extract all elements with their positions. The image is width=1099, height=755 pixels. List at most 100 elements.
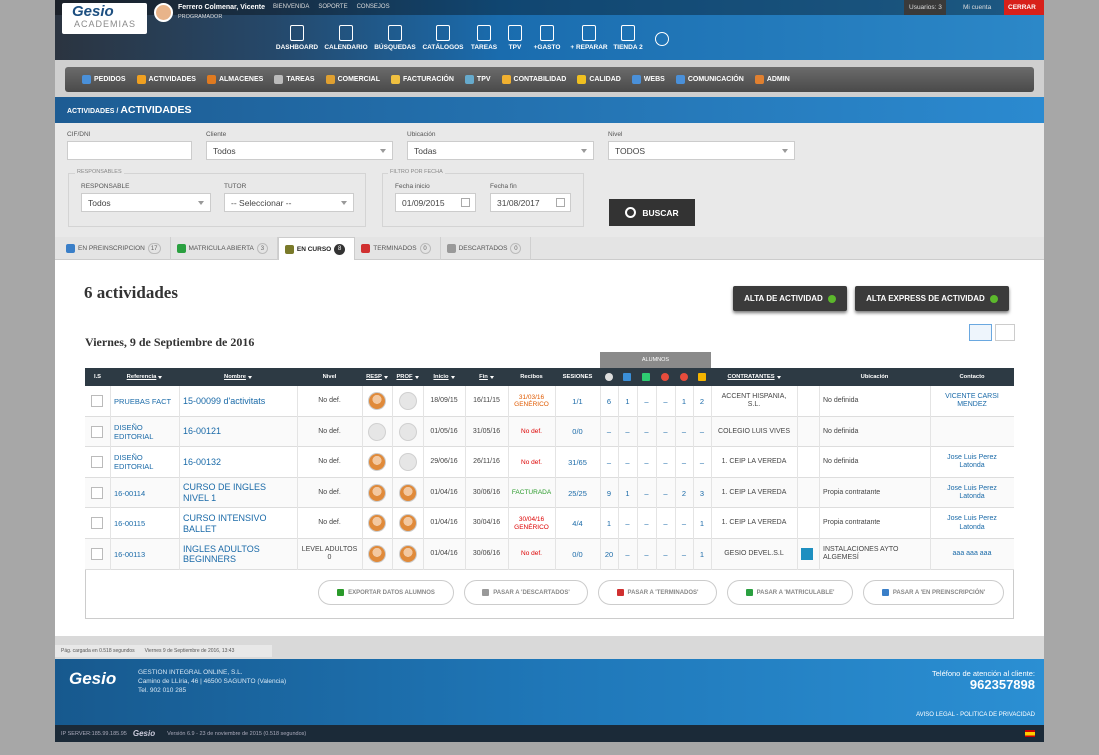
row-checkbox[interactable] [91, 425, 103, 438]
cell-alumnos[interactable]: – [681, 457, 687, 467]
cell-alumnos[interactable]: – [644, 549, 649, 559]
cell-nombre[interactable]: 16-00121 [183, 426, 222, 437]
cell-alumnos[interactable]: 1 [625, 488, 630, 498]
cell-alumnos[interactable]: – [644, 457, 649, 467]
cell-referencia[interactable]: 16-00114 [114, 488, 146, 498]
cell-alumnos[interactable]: 1 [699, 549, 705, 559]
search-label[interactable]: BUSCAR [642, 207, 679, 218]
select-box[interactable] [407, 141, 594, 160]
logout-button[interactable]: CERRAR [1004, 0, 1044, 15]
action-button[interactable]: EXPORTAR DATOS ALUMNOS [318, 580, 454, 605]
cell-alumnos[interactable]: 6 [606, 396, 612, 406]
field-value[interactable]: 31/08/2017 [497, 198, 540, 208]
action-button[interactable]: PASAR A 'MATRICULABLE' [727, 580, 853, 605]
cell-sesiones[interactable]: 1/1 [572, 396, 583, 406]
toolbar-label[interactable]: CALENDARIO [324, 44, 368, 51]
field-value[interactable]: TODOS [615, 146, 646, 156]
action-button[interactable]: PASAR A 'DESCARTADOS' [464, 580, 588, 605]
legal-links[interactable]: AVISO LEGAL - POLITICA DE PRIVACIDAD [916, 712, 1035, 718]
toolbar-label[interactable]: TPV [508, 44, 522, 51]
field-value[interactable]: Todos [213, 146, 236, 156]
menu-label[interactable]: CALIDAD [589, 76, 621, 83]
toolbar-label[interactable]: BÚSQUEDAS [374, 44, 416, 51]
action-button[interactable]: PASAR A 'TERMINADOS' [598, 580, 717, 605]
cell-alumnos[interactable]: – [606, 457, 612, 467]
cell-alumnos[interactable]: – [625, 457, 630, 467]
toolbar-label[interactable]: DASHBOARD [275, 44, 319, 51]
tab-label[interactable]: EN PREINSCRIPCION [78, 245, 145, 252]
cell-sesiones[interactable]: 4/4 [572, 519, 583, 529]
button-label[interactable]: ALTA DE ACTIVIDAD [744, 294, 823, 303]
cell-contacto[interactable]: Jose Luis Perez Latonda [947, 454, 997, 470]
menu-item[interactable]: TPV [464, 75, 491, 84]
cell-referencia[interactable]: DISEÑO EDITORIAL [114, 422, 154, 441]
menu-item[interactable]: ACTIVIDADES [136, 75, 196, 84]
tab[interactable]: EN PREINSCRIPCION 17 [60, 237, 171, 260]
cell-alumnos[interactable]: – [663, 427, 668, 437]
toolbar-label[interactable]: +GASTO [533, 44, 561, 51]
action-label[interactable]: PASAR A 'EN PREINSCRIPCIÓN' [892, 589, 986, 596]
field-value[interactable]: Todas [414, 146, 437, 156]
cell-alumnos[interactable]: 3 [699, 488, 705, 498]
cell-alumnos[interactable]: – [663, 396, 668, 406]
action-button[interactable]: PASAR A 'EN PREINSCRIPCIÓN' [863, 580, 1004, 605]
cell-nombre[interactable]: CURSO DE INGLES NIVEL 1 [183, 482, 267, 504]
action-top-button[interactable]: ALTA EXPRESS DE ACTIVIDAD [855, 286, 1009, 311]
menu-label[interactable]: CONTABILIDAD [513, 76, 567, 83]
cell-sesiones[interactable]: 25/25 [568, 488, 587, 498]
cell-contacto[interactable]: Jose Luis Perez Latonda [947, 515, 997, 531]
cell-alumnos[interactable]: – [681, 549, 687, 559]
menu-item[interactable]: WEBS [631, 75, 665, 84]
action-label[interactable]: PASAR A 'MATRICULABLE' [756, 589, 835, 596]
column-header[interactable]: Referencia [110, 368, 179, 386]
cell-sesiones[interactable]: 31/65 [568, 457, 587, 467]
cell-alumnos[interactable]: 1 [625, 396, 630, 406]
account-link[interactable]: Mi cuenta [963, 4, 992, 11]
menu-label[interactable]: ALMACENES [218, 76, 264, 83]
menu-label[interactable]: TPV [476, 76, 491, 83]
tab-label[interactable]: EN CURSO [296, 245, 332, 253]
tab-label[interactable]: MATRICULA ABIERTA [188, 245, 254, 252]
menu-item[interactable]: FACTURACIÓN [390, 75, 454, 84]
toolbar-icon[interactable] [508, 25, 522, 41]
language-flag[interactable] [1025, 730, 1035, 737]
column-header[interactable]: Fin [465, 368, 508, 386]
toolbar-add[interactable] [655, 32, 669, 46]
toolbar-icon[interactable] [582, 25, 596, 41]
toolbar-label[interactable]: CATÁLOGOS [422, 44, 464, 51]
cell-nombre[interactable]: 16-00132 [183, 457, 222, 468]
toolbar-icon[interactable] [290, 25, 304, 41]
tab-label[interactable]: DESCARTADOS [458, 245, 508, 252]
toolbar-label[interactable]: TIENDA 2 [613, 44, 643, 51]
cell-alumnos[interactable]: – [681, 519, 687, 529]
column-header[interactable]: Inicio [423, 368, 465, 386]
column-header[interactable]: CONTRATANTES [711, 368, 797, 386]
row-checkbox[interactable] [91, 517, 103, 530]
cell-alumnos[interactable]: 1 [681, 396, 687, 406]
cell-alumnos[interactable]: – [606, 427, 612, 437]
cell-alumnos[interactable]: – [644, 427, 649, 437]
tab[interactable]: TERMINADOS 0 [355, 237, 441, 260]
cell-alumnos[interactable]: – [625, 519, 630, 529]
cell-alumnos[interactable]: – [625, 427, 630, 437]
top-link[interactable]: CONSEJOS [356, 4, 390, 10]
view-grid-button[interactable] [995, 324, 1015, 341]
input-box[interactable] [67, 141, 192, 160]
field-value[interactable]: 01/09/2015 [402, 198, 445, 208]
menu-label[interactable]: FACTURACIÓN [402, 76, 454, 83]
top-link[interactable]: SOPORTE [318, 4, 348, 10]
input-box[interactable] [490, 193, 571, 212]
button-label[interactable]: ALTA EXPRESS DE ACTIVIDAD [866, 294, 985, 303]
menu-label[interactable]: ACTIVIDADES [148, 76, 196, 83]
column-header[interactable]: Nombre [179, 368, 297, 386]
menu-item[interactable]: CONTABILIDAD [501, 75, 567, 84]
cell-alumnos[interactable]: – [663, 519, 668, 529]
tab[interactable]: DESCARTADOS 0 [441, 237, 532, 260]
select-box[interactable] [81, 193, 211, 212]
row-checkbox[interactable] [91, 456, 103, 469]
cell-alumnos[interactable]: 2 [681, 488, 687, 498]
field-value[interactable]: -- Seleccionar -- [231, 198, 292, 208]
menu-label[interactable]: ADMIN [766, 76, 790, 83]
cell-contacto[interactable]: VICENTE CARSI MENDEZ [945, 392, 999, 409]
cell-alumnos[interactable]: 20 [604, 549, 614, 559]
